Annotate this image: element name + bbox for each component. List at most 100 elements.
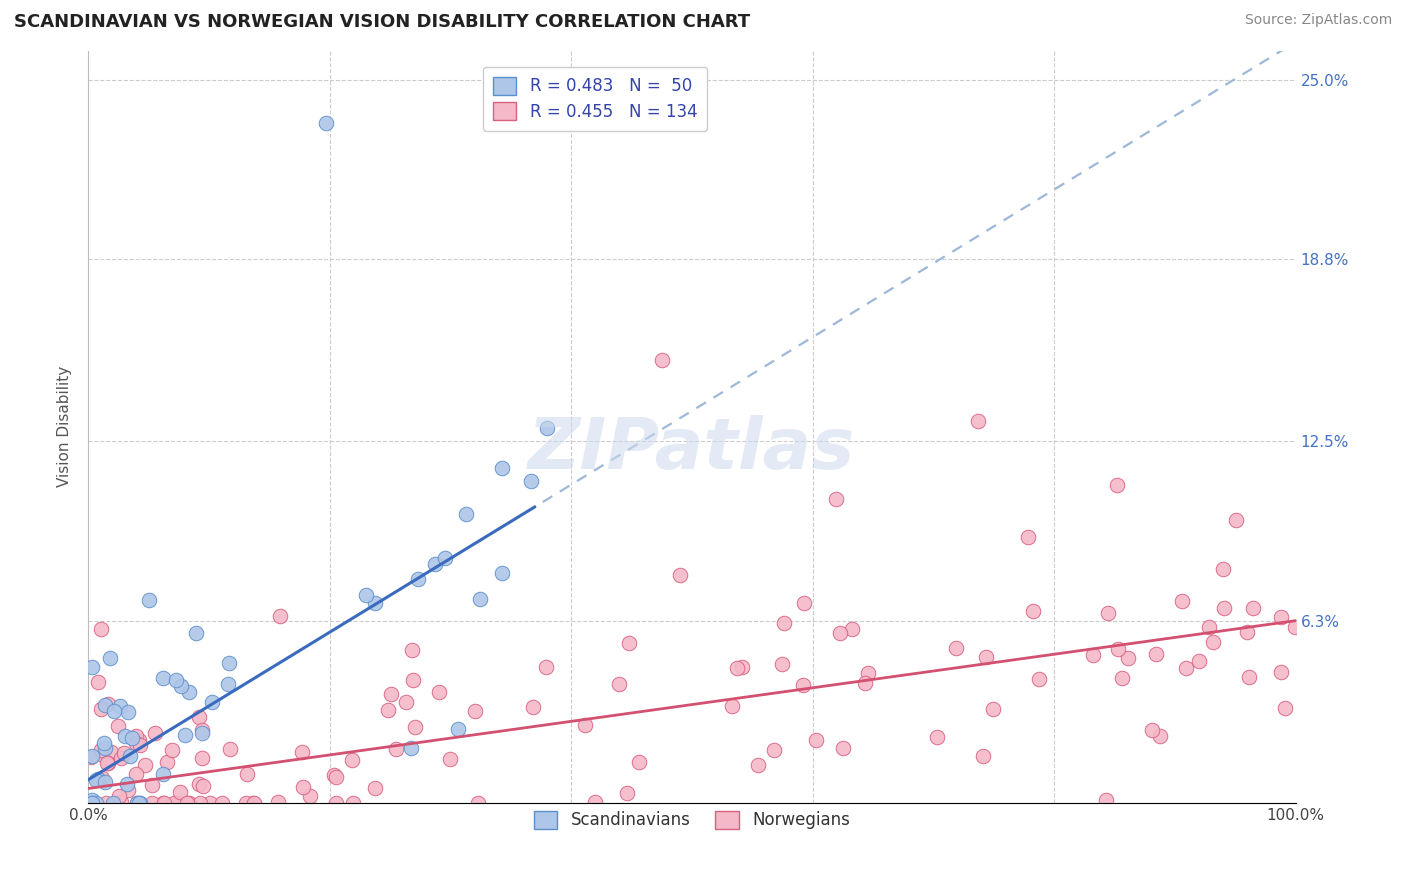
Point: [945, 640, 967, 655]
Point: [82, 796, 104, 810]
Point: [80, 796, 103, 810]
Point: [315, 116, 337, 130]
Point: [80, 748, 103, 763]
Point: [832, 740, 855, 755]
Point: [974, 649, 997, 664]
Point: [325, 796, 347, 810]
Point: [128, 796, 150, 810]
Point: [456, 507, 478, 521]
Point: [84, 796, 107, 810]
Point: [80, 749, 103, 764]
Point: [90, 771, 112, 785]
Point: [124, 767, 146, 781]
Point: [87, 674, 110, 689]
Point: [117, 783, 139, 797]
Point: [668, 568, 690, 582]
Point: [187, 777, 209, 791]
Point: [616, 786, 638, 800]
Point: [824, 492, 846, 507]
Point: [291, 745, 314, 759]
Point: [90, 701, 112, 715]
Point: [1270, 665, 1292, 680]
Point: [323, 768, 346, 782]
Point: [187, 710, 209, 724]
Point: [619, 636, 641, 650]
Point: [94, 741, 117, 756]
Point: [165, 673, 187, 687]
Point: [1284, 620, 1306, 634]
Point: [84, 772, 107, 787]
Point: [110, 751, 132, 765]
Point: [177, 796, 200, 810]
Y-axis label: Vision Disability: Vision Disability: [58, 367, 72, 487]
Point: [198, 796, 221, 810]
Point: [94, 775, 117, 789]
Point: [115, 777, 138, 791]
Point: [80, 660, 103, 674]
Point: [853, 676, 876, 690]
Point: [188, 796, 211, 810]
Point: [1188, 655, 1211, 669]
Point: [464, 704, 486, 718]
Point: [325, 770, 347, 784]
Point: [967, 414, 990, 428]
Point: [439, 751, 461, 765]
Point: [651, 353, 673, 368]
Point: [1097, 606, 1119, 620]
Point: [1149, 729, 1171, 743]
Point: [731, 660, 754, 674]
Point: [269, 609, 291, 624]
Point: [108, 699, 131, 714]
Point: [110, 795, 132, 809]
Point: [169, 785, 191, 799]
Point: [402, 673, 425, 687]
Point: [491, 566, 513, 580]
Point: [236, 766, 259, 780]
Point: [94, 796, 117, 810]
Point: [90, 622, 112, 636]
Point: [747, 757, 769, 772]
Point: [1213, 601, 1236, 615]
Point: [520, 474, 543, 488]
Point: [80, 793, 103, 807]
Point: [830, 626, 852, 640]
Point: [211, 796, 233, 810]
Point: [770, 657, 793, 671]
Point: [427, 685, 450, 699]
Point: [108, 789, 131, 803]
Point: [574, 718, 596, 732]
Point: [467, 796, 489, 810]
Point: [117, 705, 139, 719]
Point: [1198, 620, 1220, 634]
Point: [167, 796, 190, 810]
Point: [121, 731, 143, 746]
Point: [1274, 700, 1296, 714]
Point: [404, 720, 426, 734]
Point: [155, 755, 177, 769]
Point: [1202, 635, 1225, 649]
Point: [114, 729, 136, 743]
Point: [163, 796, 186, 810]
Point: [762, 743, 785, 757]
Point: [1105, 477, 1128, 491]
Point: [1017, 530, 1039, 544]
Point: [179, 685, 201, 699]
Point: [125, 736, 148, 750]
Point: [191, 750, 214, 764]
Point: [433, 550, 456, 565]
Point: [97, 698, 120, 712]
Point: [342, 796, 364, 810]
Point: [152, 767, 174, 781]
Point: [607, 677, 630, 691]
Point: [792, 678, 814, 692]
Point: [97, 756, 120, 770]
Point: [406, 572, 429, 586]
Point: [103, 705, 125, 719]
Point: [793, 596, 815, 610]
Point: [394, 695, 416, 709]
Point: [191, 780, 214, 794]
Point: [364, 596, 387, 610]
Point: [856, 666, 879, 681]
Point: [141, 778, 163, 792]
Point: [128, 732, 150, 747]
